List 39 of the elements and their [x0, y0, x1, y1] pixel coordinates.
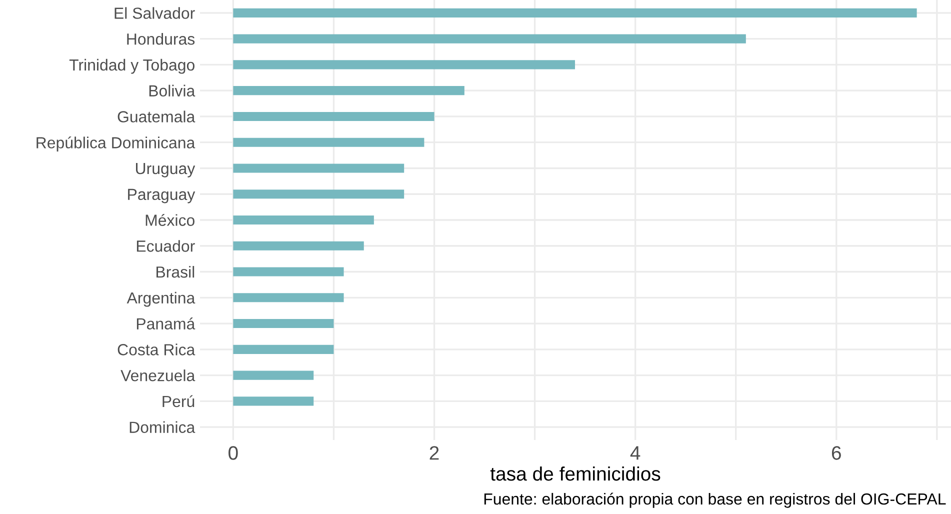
- y-tick-label: Venezuela: [120, 370, 196, 382]
- y-tick-label: Trinidad y Tobago: [69, 58, 194, 74]
- y-tick-label: Paraguay: [128, 188, 196, 204]
- bar: [233, 293, 344, 302]
- y-tick-label: Bolivia: [149, 84, 196, 97]
- x-tick-label: 4: [630, 446, 640, 460]
- y-tick-label: El Salvador: [114, 7, 195, 19]
- bar: [233, 164, 404, 173]
- y-tick-label: Brasil: [156, 266, 194, 278]
- y-tick-label: Argentina: [126, 292, 196, 307]
- bar: [233, 60, 575, 70]
- bar: [233, 112, 434, 121]
- bar: [233, 215, 374, 225]
- y-tick-label: República Dominicana: [36, 136, 196, 152]
- y-tick-label: Costa Rica: [118, 344, 196, 356]
- bar: [233, 34, 746, 44]
- bar: [233, 319, 334, 328]
- x-axis-title: tasa de feminicidios: [490, 466, 660, 481]
- bar: [233, 344, 334, 354]
- y-tick-label: Perú: [162, 395, 194, 408]
- bar: [233, 138, 424, 147]
- x-tick-label: 2: [430, 446, 439, 460]
- y-tick-label: Uruguay: [136, 163, 196, 178]
- x-tick-label: 6: [832, 446, 841, 460]
- y-tick-label: Guatemala: [118, 110, 196, 122]
- y-tick-label: Panamá: [136, 318, 196, 330]
- bar: [233, 190, 404, 199]
- y-tick-label: Honduras: [127, 33, 195, 45]
- y-tick-label: México: [146, 214, 194, 226]
- bar: [233, 370, 314, 380]
- bar: [233, 396, 314, 406]
- bar: [233, 241, 364, 250]
- bar: [233, 86, 464, 96]
- bar: [233, 267, 344, 276]
- x-tick-label: 0: [228, 446, 238, 460]
- source-note: Fuente: elaboración propia con base en registros del OIG-CEPAL: [484, 492, 946, 508]
- y-tick-label: Ecuador: [136, 240, 195, 252]
- bar: [233, 8, 917, 18]
- y-tick-label: Dominica: [130, 421, 196, 434]
